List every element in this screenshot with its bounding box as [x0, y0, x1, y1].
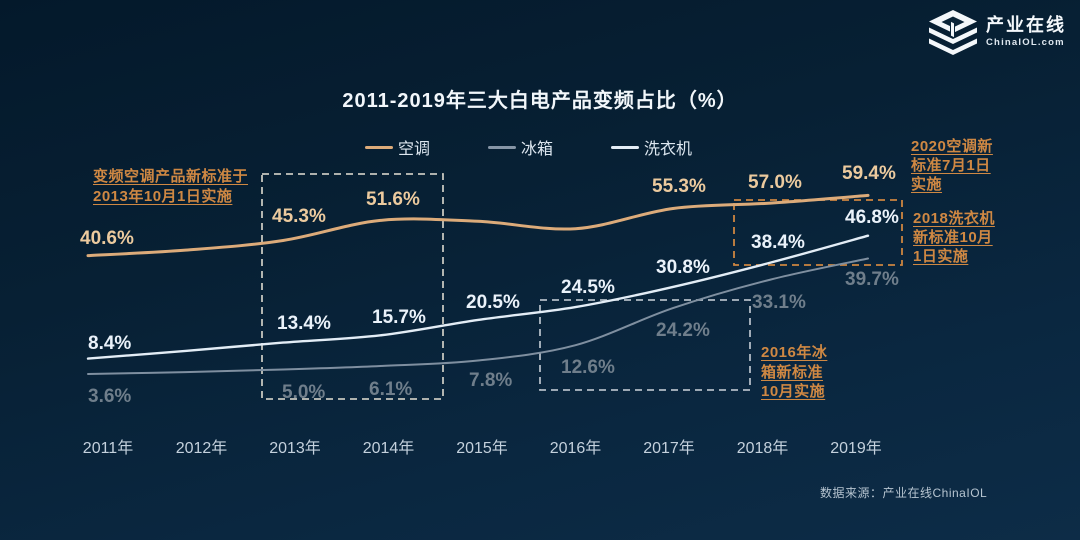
x-axis-label-2016: 2016年 — [549, 440, 602, 457]
logo-name: 产业在线 — [986, 15, 1066, 36]
logo-text: 产业在线 ChinaIOL.com — [986, 16, 1066, 48]
value-label-refrigerator-2013: 5.0% — [282, 382, 326, 403]
value-label-washing-machine-2018: 38.4% — [751, 232, 805, 253]
value-label-washing-machine-2017: 30.8% — [656, 257, 710, 278]
x-axis-label-2015: 2015年 — [456, 440, 508, 457]
diamond-logo-icon — [929, 10, 977, 55]
x-axis-label-2013: 2013年 — [269, 440, 321, 457]
value-label-washing-machine-2016: 24.5% — [561, 277, 615, 298]
value-label-air-conditioner-2018: 57.0% — [748, 172, 802, 193]
x-axis-label-2019: 2019年 — [830, 440, 882, 457]
legend-label-washing-machine: 洗衣机 — [644, 141, 693, 158]
legend-item-refrigerator: 冰箱 — [488, 135, 553, 159]
chart-title: 2011-2019年三大白电产品变频占比（%） — [342, 90, 738, 112]
annotation-fridge-2016-standard: 2016年冰 箱新标准 10月实施 — [761, 344, 828, 400]
x-axis-label-2012: 2012年 — [175, 440, 228, 457]
x-axis-label-2011: 2011年 — [82, 440, 134, 457]
annotation-washer-2018-standard: 2018洗衣机 新标准10月 1日实施 — [913, 210, 995, 265]
legend-marker-air-conditioner — [365, 145, 393, 149]
logo-group: 产业在线 ChinaIOL.com — [927, 9, 1066, 55]
value-label-refrigerator-2019: 39.7% — [845, 269, 899, 290]
value-label-refrigerator-2016: 12.6% — [561, 357, 615, 378]
value-label-washing-machine-2013: 13.4% — [277, 313, 331, 334]
highlight-box-2013-2014 — [261, 173, 444, 400]
annotation-ac-2013-standard: 变频空调产品新标准于 2013年10月1日实施 — [93, 168, 249, 205]
x-axis-label-2018: 2018年 — [736, 440, 789, 457]
annotation-ac-2020-standard: 2020空调新 标准7月1日 实施 — [911, 138, 993, 193]
value-label-washing-machine-2011: 8.4% — [88, 333, 132, 354]
data-source: 数据来源：产业在线ChinaIOL — [820, 486, 988, 500]
x-axis-label-2014: 2014年 — [362, 440, 415, 457]
highlight-box-2016-2017 — [539, 299, 751, 391]
legend-label-air-conditioner: 空调 — [398, 141, 431, 158]
series-line-refrigerator — [87, 257, 869, 375]
logo-domain: ChinaIOL.com — [986, 37, 1065, 49]
value-label-refrigerator-2014: 6.1% — [369, 379, 413, 400]
x-axis-label-2017: 2017年 — [643, 440, 695, 457]
series-line-air-conditioner — [86, 193, 870, 258]
value-label-refrigerator-2017: 24.2% — [656, 320, 710, 341]
legend-marker-washing-machine — [611, 145, 640, 149]
value-label-washing-machine-2014: 15.7% — [372, 307, 426, 328]
legend-item-washing-machine: 洗衣机 — [611, 135, 692, 159]
value-label-air-conditioner-2011: 40.6% — [80, 228, 134, 249]
value-label-air-conditioner-2017: 55.3% — [652, 176, 706, 197]
value-label-refrigerator-2011: 3.6% — [88, 386, 132, 407]
value-label-refrigerator-2015: 7.8% — [469, 370, 513, 391]
value-label-washing-machine-2019: 46.8% — [845, 207, 899, 228]
value-label-air-conditioner-2013: 45.3% — [272, 206, 326, 227]
legend-label-refrigerator: 冰箱 — [521, 141, 554, 158]
value-label-washing-machine-2015: 20.5% — [466, 292, 520, 313]
value-label-air-conditioner-2019: 59.4% — [842, 163, 896, 184]
legend-item-air-conditioner: 空调 — [365, 135, 430, 159]
legend-marker-refrigerator — [488, 145, 517, 149]
chart-legend: 空调 冰箱 洗衣机 — [365, 135, 692, 159]
value-label-air-conditioner-2014: 51.6% — [366, 189, 420, 210]
series-line-washing-machine — [86, 234, 870, 360]
value-label-refrigerator-2018: 33.1% — [752, 292, 806, 313]
